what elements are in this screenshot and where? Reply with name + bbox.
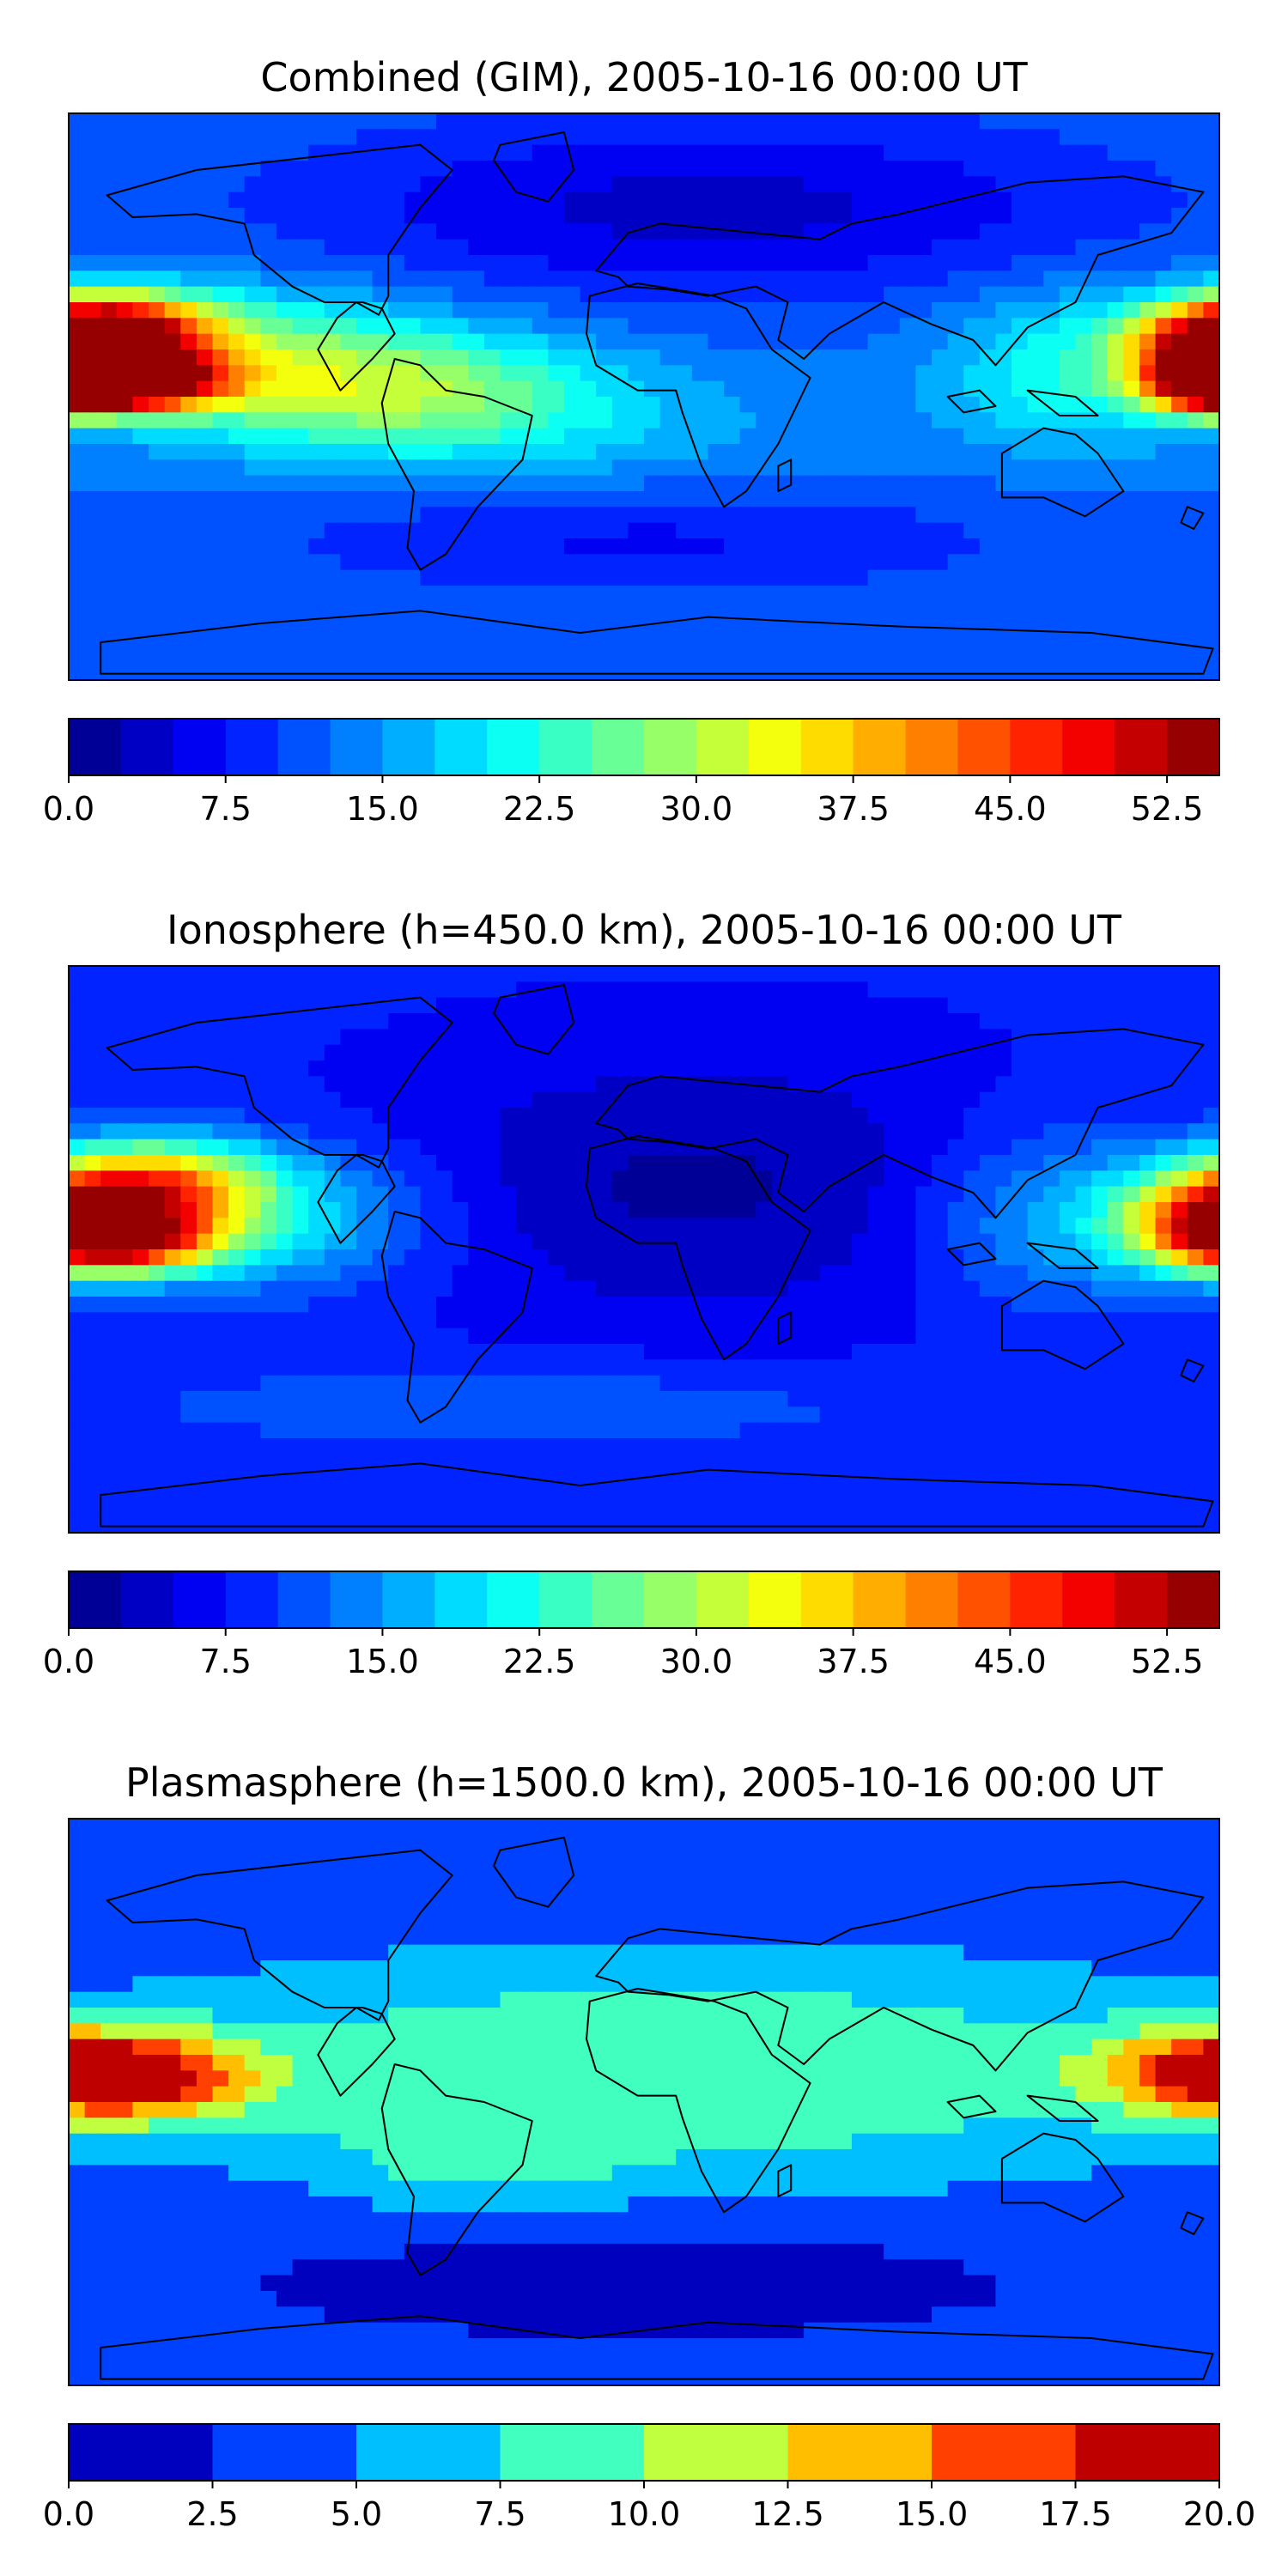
map-panel-1 [68,965,1220,1534]
colorbar-segment [487,719,540,775]
colorbar-tick-label: 7.5 [200,1643,252,1680]
colorbar-segment [1010,1571,1063,1628]
colorbar-tick-label: 10.0 [608,2495,681,2533]
field-raster [69,1819,1220,2386]
colorbar-tick-label: 17.5 [1039,2495,1112,2533]
colorbar-segment [1062,719,1115,775]
colorbar-tick-label: 0.0 [43,2495,94,2533]
map-frame [68,1818,1220,2386]
colorbar-tick-label: 37.5 [817,790,890,828]
panel-title-combined: Combined (GIM), 2005-10-16 00:00 UT [260,54,1028,100]
field-raster [69,113,1220,681]
colorbar-tick-label: 37.5 [817,1643,890,1680]
colorbar-segment [696,1571,750,1628]
colorbar-tick-label: 15.0 [346,790,419,828]
colorbar-tick-label: 15.0 [346,1643,419,1680]
colorbar-segment [644,2424,789,2481]
colorbar-segment [1010,719,1063,775]
map-panel-2 [68,1818,1220,2386]
colorbar-segment [1075,2424,1220,2481]
colorbar-segment [277,1571,331,1628]
colorbar-segment [1115,719,1168,775]
colorbar-2: 0.0 2.5 5.0 7.5 10.0 12.5 15.0 17.5 20.0 [43,2423,1256,2533]
colorbar-segment [225,719,279,775]
colorbar-tick-label: 30.0 [660,790,733,828]
colorbar-tick-label: 15.0 [896,2495,969,2533]
colorbar-segment [539,719,592,775]
colorbar-segment [800,1571,854,1628]
colorbar-segment [434,1571,488,1628]
colorbar-tick-label: 30.0 [660,1643,733,1680]
colorbar-tick-label: 22.5 [503,790,576,828]
colorbar-segment [173,1571,227,1628]
map-frame [68,112,1220,681]
colorbar-tick-label: 12.5 [751,2495,824,2533]
colorbar-segment [277,719,331,775]
colorbar-tick-label: 0.0 [43,790,94,828]
colorbar-segment [382,719,435,775]
colorbar-segment [905,719,959,775]
colorbar-tick-label: 7.5 [474,2495,526,2533]
colorbar-segment [69,2424,214,2481]
panel-title-plasmasphere: Plasmasphere (h=1500.0 km), 2005-10-16 0… [125,1759,1163,1806]
colorbar-tick-label: 7.5 [200,790,252,828]
colorbar-segment [1115,1571,1168,1628]
colorbar-segment [905,1571,959,1628]
map-frame [68,965,1220,1534]
colorbar-segment [173,719,227,775]
colorbar-segment [748,1571,802,1628]
colorbar-frame [68,1571,1220,1629]
colorbar-segment [644,1571,697,1628]
colorbar-segment [696,719,750,775]
colorbar-tick-label: 2.5 [186,2495,238,2533]
colorbar-segment [225,1571,279,1628]
colorbar-tick-label: 45.0 [974,790,1047,828]
colorbar-segment [957,719,1011,775]
colorbar-segment [330,1571,384,1628]
colorbar-frame [68,718,1220,776]
panel-title-ionosphere: Ionosphere (h=450.0 km), 2005-10-16 00:0… [167,907,1121,953]
colorbar-segment [69,719,122,775]
colorbar-segment [748,719,802,775]
colorbar-segment [120,719,174,775]
colorbar-tick-label: 5.0 [331,2495,382,2533]
colorbar-segment [1167,1571,1220,1628]
colorbar-segment [592,1571,645,1628]
colorbar-segment [382,1571,435,1628]
colorbar-segment [356,2424,501,2481]
colorbar-segment [853,719,907,775]
colorbar-segment [330,719,384,775]
colorbar-segment [787,2424,933,2481]
colorbar-segment [592,719,645,775]
colorbar-tick-label: 52.5 [1131,790,1204,828]
colorbar-segment [539,1571,592,1628]
colorbar-tick-label: 52.5 [1131,1643,1204,1680]
colorbar-segment [1167,719,1220,775]
colorbar-segment [487,1571,540,1628]
colorbar-segment [434,719,488,775]
colorbar-segment [212,2424,357,2481]
colorbar-1: 0.0 7.5 15.0 22.5 30.0 37.5 45.0 52.5 [43,1571,1220,1680]
colorbar-segment [500,2424,645,2481]
colorbar-tick-label: 20.0 [1183,2495,1256,2533]
colorbar-segment [120,1571,174,1628]
colorbar-segment [1062,1571,1115,1628]
colorbar-segment [69,1571,122,1628]
colorbar-0: 0.0 7.5 15.0 22.5 30.0 37.5 45.0 52.5 [43,718,1220,828]
colorbar-tick-label: 45.0 [974,1643,1047,1680]
field-raster [69,966,1220,1534]
colorbar-tick-label: 0.0 [43,1643,94,1680]
colorbar-segment [957,1571,1011,1628]
colorbar-segment [932,2424,1077,2481]
colorbar-segment [800,719,854,775]
colorbar-segment [853,1571,907,1628]
map-panel-0 [68,112,1220,681]
colorbar-tick-label: 22.5 [503,1643,576,1680]
colorbar-segment [644,719,697,775]
